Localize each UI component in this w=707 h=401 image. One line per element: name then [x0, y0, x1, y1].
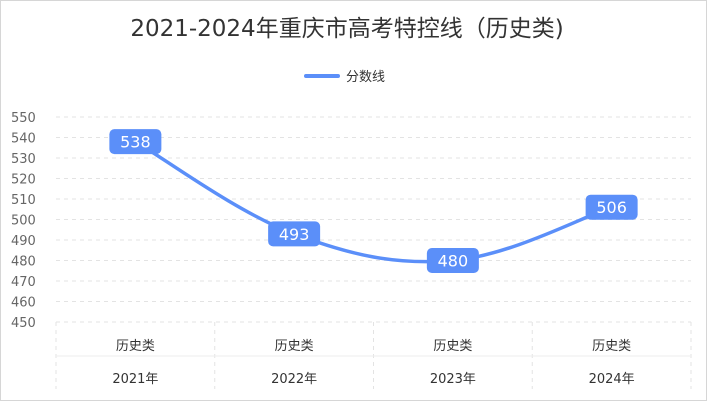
x-category-year-label: 2021年	[112, 372, 158, 387]
x-category-label: 历史类	[433, 339, 472, 354]
y-tick-label: 500	[11, 214, 36, 229]
x-category-label: 历史类	[275, 339, 314, 354]
data-label: 493	[279, 225, 310, 244]
x-category-year-label: 2022年	[271, 372, 317, 387]
y-tick-label: 530	[11, 152, 36, 167]
chart-title: 2021-2024年重庆市高考特控线（历史类)	[130, 16, 563, 42]
y-tick-label: 470	[11, 275, 36, 290]
y-tick-label: 480	[11, 255, 36, 270]
y-tick-label: 550	[11, 111, 36, 126]
data-labels: 538 493 480 506	[109, 129, 638, 273]
y-tick-label: 510	[11, 193, 36, 208]
data-label: 538	[120, 133, 151, 152]
x-category-label: 历史类	[592, 339, 631, 354]
y-tick-label: 460	[11, 296, 36, 311]
y-tick-label: 520	[11, 173, 36, 188]
axes: 450 460 470 480 490 500 510 520 530 540 550 历史类 2021…	[11, 111, 635, 387]
y-tick-label: 490	[11, 234, 36, 249]
data-label-box	[426, 248, 479, 273]
series	[132, 138, 615, 264]
x-category-year-label: 2023年	[430, 372, 476, 387]
legend-label: 分数线	[346, 70, 385, 85]
y-tick-label: 540	[11, 132, 36, 147]
data-label: 506	[596, 198, 627, 217]
x-category-label: 历史类	[116, 339, 155, 354]
data-label-box	[268, 221, 321, 247]
series-line	[133, 139, 614, 264]
y-tick-label: 450	[11, 316, 36, 331]
data-label: 480	[438, 252, 469, 271]
x-category-year-label: 2024年	[589, 372, 635, 387]
legend[interactable]: 分数线	[304, 70, 385, 85]
data-label-box	[585, 194, 638, 220]
data-label-box	[109, 129, 162, 155]
